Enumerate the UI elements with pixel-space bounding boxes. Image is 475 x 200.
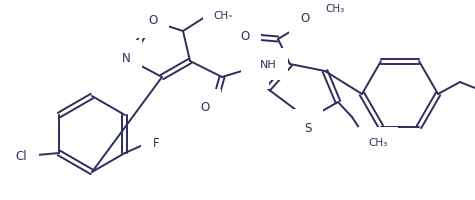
Text: O: O (240, 29, 250, 42)
Text: CH₃: CH₃ (325, 4, 344, 14)
Text: H: H (251, 70, 259, 80)
Text: N: N (122, 52, 130, 65)
Text: CH₃: CH₃ (213, 11, 232, 21)
Text: O: O (200, 101, 209, 114)
Text: F: F (153, 137, 160, 150)
Text: O: O (148, 14, 158, 27)
Text: NH: NH (260, 60, 277, 70)
Text: S: S (304, 121, 312, 134)
Text: CH₃: CH₃ (368, 137, 387, 147)
Text: Cl: Cl (16, 150, 27, 163)
Text: O: O (300, 12, 310, 25)
